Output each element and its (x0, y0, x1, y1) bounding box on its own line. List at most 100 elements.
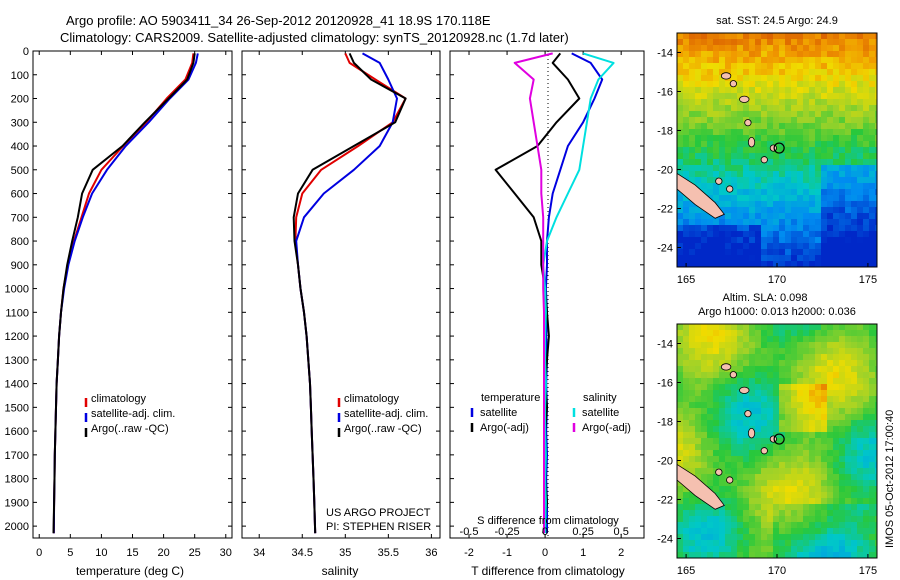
map-cell (791, 432, 797, 438)
map-cell (791, 249, 797, 255)
map-cell (761, 165, 767, 171)
map-cell (803, 171, 809, 177)
map-cell (707, 390, 713, 396)
map-cell (677, 99, 683, 105)
map-cell (701, 474, 707, 480)
map-cell (863, 372, 869, 378)
map-cell (761, 213, 767, 219)
island-shape (760, 447, 768, 455)
map-cell (767, 366, 773, 372)
map-cell (725, 444, 731, 450)
map-cell (827, 516, 833, 522)
map-cell (827, 189, 833, 195)
map-cell (857, 378, 863, 384)
map-cell (821, 438, 827, 444)
map-cell (791, 462, 797, 468)
map-cell (839, 516, 845, 522)
map-cell (791, 141, 797, 147)
map-cell (791, 183, 797, 189)
map-cell (815, 207, 821, 213)
map-cell (827, 249, 833, 255)
map-cell (731, 432, 737, 438)
map-cell (845, 432, 851, 438)
map-cell (803, 444, 809, 450)
map-cell (809, 207, 815, 213)
map-cell (815, 378, 821, 384)
map-cell (743, 75, 749, 81)
map-cell (689, 51, 695, 57)
map-cell (779, 249, 785, 255)
map-cell (851, 534, 857, 540)
map-cell (725, 546, 731, 552)
map-cell (845, 99, 851, 105)
map-cell (827, 540, 833, 546)
map-cell (791, 117, 797, 123)
map-cell (695, 81, 701, 87)
map-cell (707, 45, 713, 51)
map-cell (785, 141, 791, 147)
map-cell (719, 486, 725, 492)
map-cell (719, 33, 725, 39)
map-cell (815, 87, 821, 93)
map-cell (791, 99, 797, 105)
map-cell (743, 348, 749, 354)
map-cell (869, 213, 875, 219)
map-cell (719, 165, 725, 171)
map-cell (827, 348, 833, 354)
map-cell (821, 336, 827, 342)
map-cell (677, 153, 683, 159)
map-cell (737, 207, 743, 213)
map-cell (821, 420, 827, 426)
map-cell (791, 231, 797, 237)
map-cell (863, 456, 869, 462)
map-cell (689, 522, 695, 528)
map-cell (833, 147, 839, 153)
map-cell (725, 498, 731, 504)
map-cell (791, 129, 797, 135)
map-cell (695, 402, 701, 408)
map-cell (749, 111, 755, 117)
map-cell (707, 123, 713, 129)
map-cell (791, 444, 797, 450)
map-cell (773, 231, 779, 237)
map-cell (809, 129, 815, 135)
map-cell (815, 51, 821, 57)
map-cell (827, 408, 833, 414)
x-tick-label: 5 (67, 547, 73, 559)
map-cell (827, 504, 833, 510)
map-cell (863, 213, 869, 219)
map-cell (749, 105, 755, 111)
map-cell (755, 402, 761, 408)
map-cell (827, 552, 833, 558)
map-cell (677, 243, 683, 249)
map-cell (767, 516, 773, 522)
map-cell (677, 75, 683, 81)
map-cell (707, 231, 713, 237)
map-cell (707, 552, 713, 558)
map-cell (677, 426, 683, 432)
map-cell (869, 45, 875, 51)
difference-legend-temperature: temperature satellite Argo(-adj) (470, 392, 540, 434)
map-cell (689, 540, 695, 546)
map-cell (761, 408, 767, 414)
map-cell (749, 207, 755, 213)
map-cell (719, 414, 725, 420)
map-cell (827, 414, 833, 420)
map-cell (731, 354, 737, 360)
map-cell (803, 360, 809, 366)
map-cell (677, 87, 683, 93)
map-cell (851, 384, 857, 390)
map-cell (749, 336, 755, 342)
map-cell (875, 135, 877, 141)
map-cell (737, 201, 743, 207)
map-cell (683, 432, 689, 438)
salinity-xlabel: salinity (322, 564, 359, 578)
map-cell (845, 165, 851, 171)
map-cell (791, 366, 797, 372)
map-cell (857, 57, 863, 63)
map-cell (695, 528, 701, 534)
depth-tick-label: 700 (11, 212, 29, 224)
map-cell (713, 510, 719, 516)
map-cell (677, 354, 683, 360)
map-cell (827, 237, 833, 243)
